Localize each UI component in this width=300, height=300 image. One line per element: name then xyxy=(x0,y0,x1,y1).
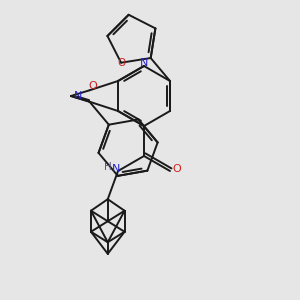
Text: H: H xyxy=(103,162,111,172)
Text: O: O xyxy=(172,164,181,175)
Text: O: O xyxy=(88,81,97,91)
Text: N: N xyxy=(112,164,121,175)
Text: O: O xyxy=(117,58,125,68)
Text: N: N xyxy=(74,91,82,101)
Text: N: N xyxy=(140,58,148,68)
